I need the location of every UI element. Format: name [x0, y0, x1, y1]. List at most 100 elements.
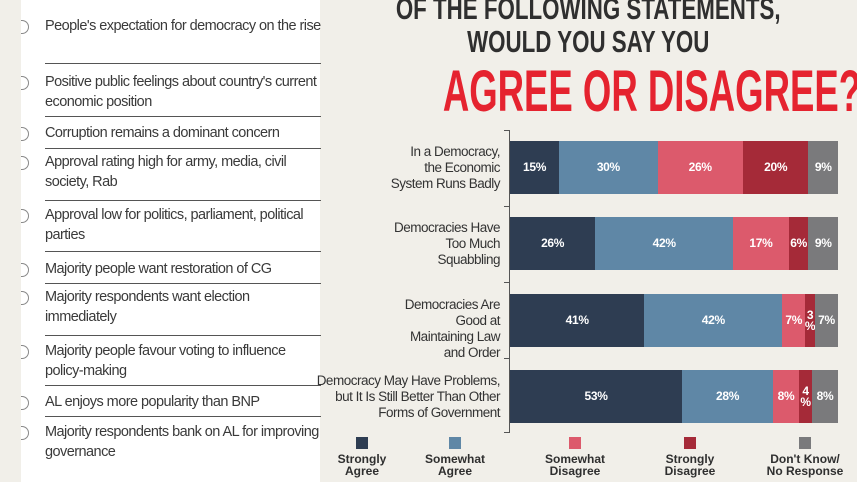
bar-segment: 9%: [808, 217, 838, 270]
bar-segment: 6%: [788, 217, 809, 270]
data-label: 4 %: [800, 383, 811, 409]
bullet-icon: [21, 426, 29, 440]
data-label: 20%: [764, 160, 788, 174]
highlight-text: Positive public feelings about country's…: [45, 74, 317, 110]
chart-title-line-2: WOULD YOU SAY YOU: [467, 24, 710, 59]
highlight-text: Majority respondents bank on AL for impr…: [45, 424, 319, 460]
axis-tick: [504, 282, 510, 283]
bar-segment: 20%: [742, 141, 809, 194]
legend-item: Don't Know/ No Response: [750, 437, 857, 477]
legend-label: Somewhat Agree: [424, 452, 485, 478]
category-label: Democracies Are Good at Maintaining Law …: [404, 296, 501, 360]
divider: [45, 200, 321, 201]
legend-swatch: [684, 437, 696, 449]
divider: [45, 116, 321, 117]
chart-title-highlight: AGREE OR DISAGREE?: [442, 59, 857, 124]
bullet-icon: [21, 345, 29, 359]
data-label: 8%: [777, 389, 795, 403]
data-label: 41%: [565, 313, 589, 327]
highlight-item: Corruption remains a dominant concern: [21, 123, 321, 143]
data-label: 3 %: [804, 307, 816, 333]
bar-segment: 26%: [510, 217, 596, 270]
category-label: Democracy May Have Problems, but It Is S…: [316, 372, 501, 420]
bar-segment: 8%: [812, 370, 838, 423]
divider: [45, 335, 321, 336]
highlight-item: Approval low for politics, parliament, p…: [21, 205, 321, 245]
highlight-item: AL enjoys more popularity than BNP: [21, 392, 321, 412]
legend-swatch: [449, 437, 461, 449]
bar-segment: 17%: [733, 217, 789, 270]
highlight-text: Approval low for politics, parliament, p…: [45, 207, 304, 243]
bar-segment: 8%: [773, 370, 800, 423]
legend-item: Somewhat Disagree: [520, 437, 630, 477]
highlight-item: People's expectation for democracy on th…: [21, 16, 321, 36]
bullet-icon: [21, 291, 29, 305]
highlight-text: Majority respondents want election immed…: [45, 289, 250, 325]
data-label: 53%: [584, 389, 608, 403]
highlight-text: People's expectation for democracy on th…: [45, 18, 321, 34]
data-label: 26%: [688, 160, 712, 174]
axis-tick: [504, 206, 510, 207]
divider: [45, 63, 321, 64]
bar-segment: 26%: [657, 141, 743, 194]
bar-segment: 7%: [782, 294, 806, 347]
bar-segment: 3 %: [804, 294, 816, 347]
data-label: 7%: [818, 313, 835, 327]
bar-segment: 41%: [510, 294, 645, 347]
category-label: In a Democracy, the Economic System Runs…: [390, 143, 501, 191]
bar-segment: 28%: [682, 370, 774, 423]
data-label: 26%: [541, 236, 565, 250]
bullet-icon: [21, 127, 29, 141]
bar-segment: 30%: [559, 141, 658, 194]
legend-label: Somewhat Disagree: [544, 452, 605, 478]
bullet-icon: [21, 396, 29, 410]
highlight-item: Majority people favour voting to influen…: [21, 341, 321, 381]
divider: [45, 416, 321, 417]
highlight-text: AL enjoys more popularity than BNP: [45, 394, 260, 410]
highlight-text: Majority people want restoration of CG: [45, 261, 272, 277]
divider: [45, 385, 321, 386]
legend-label: Don't Know/ No Response: [766, 452, 844, 478]
highlight-text: Approval rating high for army, media, ci…: [45, 154, 287, 190]
data-label: 8%: [816, 389, 834, 403]
legend-swatch: [569, 437, 581, 449]
divider: [45, 251, 321, 252]
divider: [45, 148, 321, 149]
bar-segment: 9%: [808, 141, 838, 194]
bullet-icon: [21, 76, 29, 90]
category-label: Democracies Have Too Much Squabbling: [393, 219, 501, 267]
chart-title-line-1: OF THE FOLLOWING STATEMENTS,: [396, 0, 781, 26]
data-label: 30%: [596, 160, 620, 174]
highlight-item: Approval rating high for army, media, ci…: [21, 152, 321, 192]
highlight-item: Majority people want restoration of CG: [21, 259, 321, 279]
legend-item: Strongly Agree: [307, 437, 417, 477]
highlight-item: Positive public feelings about country's…: [21, 72, 321, 112]
data-label: 17%: [749, 236, 773, 250]
legend-item: Somewhat Agree: [400, 437, 510, 477]
bar-segment: 42%: [644, 294, 783, 347]
bar-segment: 4 %: [799, 370, 812, 423]
data-label: 6%: [790, 236, 807, 250]
data-label: 9%: [814, 236, 832, 250]
legend-item: Strongly Disagree: [635, 437, 745, 477]
divider: [45, 283, 321, 284]
highlight-item: Majority respondents want election immed…: [21, 287, 321, 327]
axis-tick: [504, 358, 510, 359]
axis-tick: [504, 432, 510, 433]
data-label: 9%: [814, 160, 832, 174]
data-label: 42%: [652, 236, 676, 250]
highlight-item: Majority respondents bank on AL for impr…: [21, 422, 321, 462]
bullet-icon: [21, 156, 29, 170]
bullet-icon: [21, 20, 29, 34]
highlights-panel: People's expectation for democracy on th…: [21, 0, 321, 482]
legend-label: Strongly Disagree: [664, 452, 716, 478]
highlight-text: Corruption remains a dominant concern: [45, 125, 280, 141]
legend-swatch: [799, 437, 811, 449]
data-label: 28%: [716, 389, 740, 403]
highlight-text: Majority people favour voting to influen…: [45, 343, 286, 379]
data-label: 15%: [523, 160, 547, 174]
data-label: 7%: [785, 313, 803, 327]
category-axis: [509, 130, 510, 432]
legend-swatch: [356, 437, 368, 449]
bar-segment: 7%: [815, 294, 838, 347]
